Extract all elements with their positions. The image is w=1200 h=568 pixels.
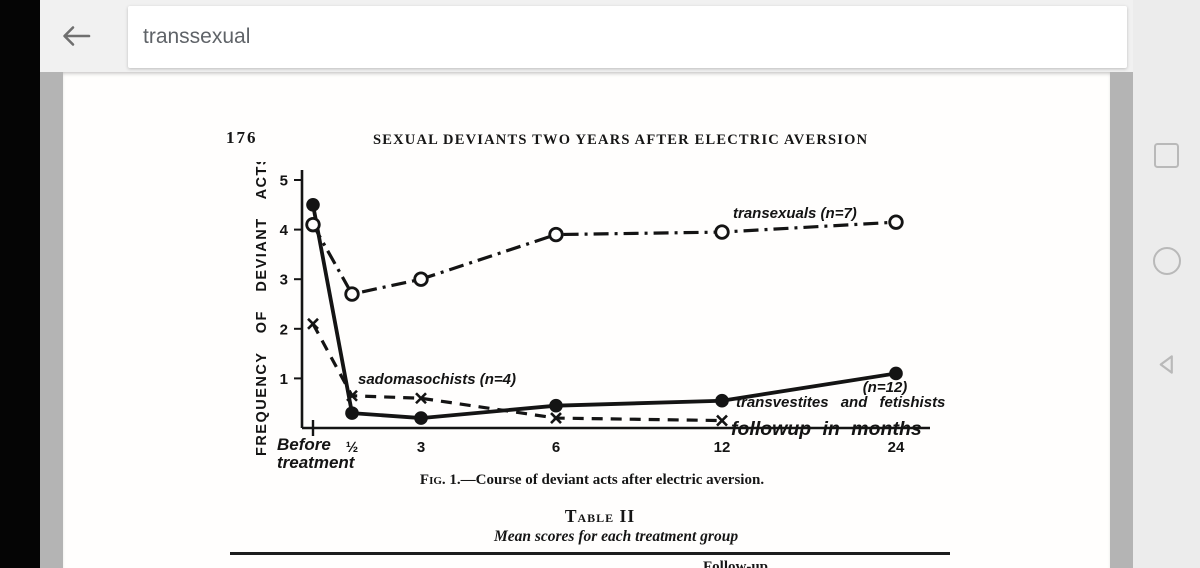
recents-button[interactable] <box>1133 131 1200 179</box>
x-tick-label: ½ <box>346 439 359 456</box>
x-tick-label: 3 <box>417 439 425 456</box>
data-point-filled-circle <box>414 411 428 425</box>
series-line-transexuals <box>311 220 897 296</box>
data-point-x-marker <box>346 389 358 402</box>
find-toolbar: transsexual <box>40 0 1133 72</box>
toolbar-back-button[interactable] <box>56 19 96 53</box>
label-sadomasochists: sadomasochists (n=4) <box>358 371 516 388</box>
x-tick-label: 6 <box>552 439 560 456</box>
android-nav-bar <box>1133 0 1200 568</box>
table-top-rule <box>230 552 950 555</box>
left-letterbox <box>0 0 40 568</box>
label-transvestites-n: (n=12) <box>863 379 908 396</box>
series-line-sadomasochists <box>311 323 723 423</box>
page-number: 176 <box>226 128 258 147</box>
data-point-filled-circle <box>549 398 563 413</box>
table-title: Table II <box>564 506 636 526</box>
running-head: SEXUAL DEVIANTS TWO YEARS AFTER ELECTRIC… <box>373 132 869 148</box>
figure-caption-text: —Course of deviant acts after electric a… <box>460 472 765 488</box>
data-point-x-marker <box>716 414 728 427</box>
data-point-open-circle <box>305 216 321 233</box>
data-point-open-circle <box>413 271 429 287</box>
figure-caption: Fig. 1.—Course of deviant acts after ele… <box>420 472 764 489</box>
back-triangle-icon <box>1159 354 1173 374</box>
data-point-x-marker <box>415 392 427 405</box>
figure-caption-prefix: Fig. 1. <box>419 472 461 488</box>
y-tick-label: 3 <box>280 272 288 289</box>
search-input[interactable]: transsexual <box>128 6 1127 68</box>
recents-square-icon <box>1154 142 1179 168</box>
data-point-open-circle <box>548 226 564 243</box>
scanned-page: 176 SEXUAL DEVIANTS TWO YEARS AFTER ELEC… <box>63 72 1110 568</box>
search-query-text: transsexual <box>143 25 251 48</box>
data-point-filled-circle <box>306 198 320 212</box>
x-axis-title: followup in months <box>731 418 922 440</box>
document-viewer[interactable]: 176 SEXUAL DEVIANTS TWO YEARS AFTER ELEC… <box>40 72 1133 568</box>
data-point-open-circle <box>888 214 904 230</box>
back-button[interactable] <box>1133 340 1200 388</box>
data-point-x-marker <box>550 412 562 424</box>
data-point-open-circle <box>714 224 730 240</box>
home-circle-icon <box>1152 247 1181 275</box>
data-point-filled-circle <box>889 366 903 381</box>
label-transexuals: transexuals (n=7) <box>733 205 857 222</box>
label-transvestites: transvestites and fetishists <box>736 394 945 411</box>
table-column-header-partial: Follow-up <box>703 559 769 568</box>
data-point-open-circle <box>344 286 360 302</box>
table-subtitle: Mean scores for each treatment group <box>493 528 739 545</box>
x-tick-label: 12 <box>714 439 731 456</box>
x-tick-label: 24 <box>888 439 905 456</box>
data-point-filled-circle <box>715 393 729 408</box>
series-line-transvestites-and-fetishists <box>311 204 897 420</box>
y-tick-label: 5 <box>280 173 288 190</box>
home-button[interactable] <box>1133 237 1200 285</box>
x-label-before-line2: treatment <box>277 453 356 472</box>
data-point-filled-circle <box>345 406 359 420</box>
data-point-x-marker <box>307 317 319 330</box>
arrow-left-icon <box>63 26 91 46</box>
y-tick-label: 4 <box>280 222 289 239</box>
y-axis-title: FREQUENCY OF DEVIANT ACTS <box>254 162 270 456</box>
y-tick-label: 1 <box>280 371 288 388</box>
y-tick-label: 2 <box>280 321 288 338</box>
x-label-before-line1: Before <box>277 435 331 454</box>
